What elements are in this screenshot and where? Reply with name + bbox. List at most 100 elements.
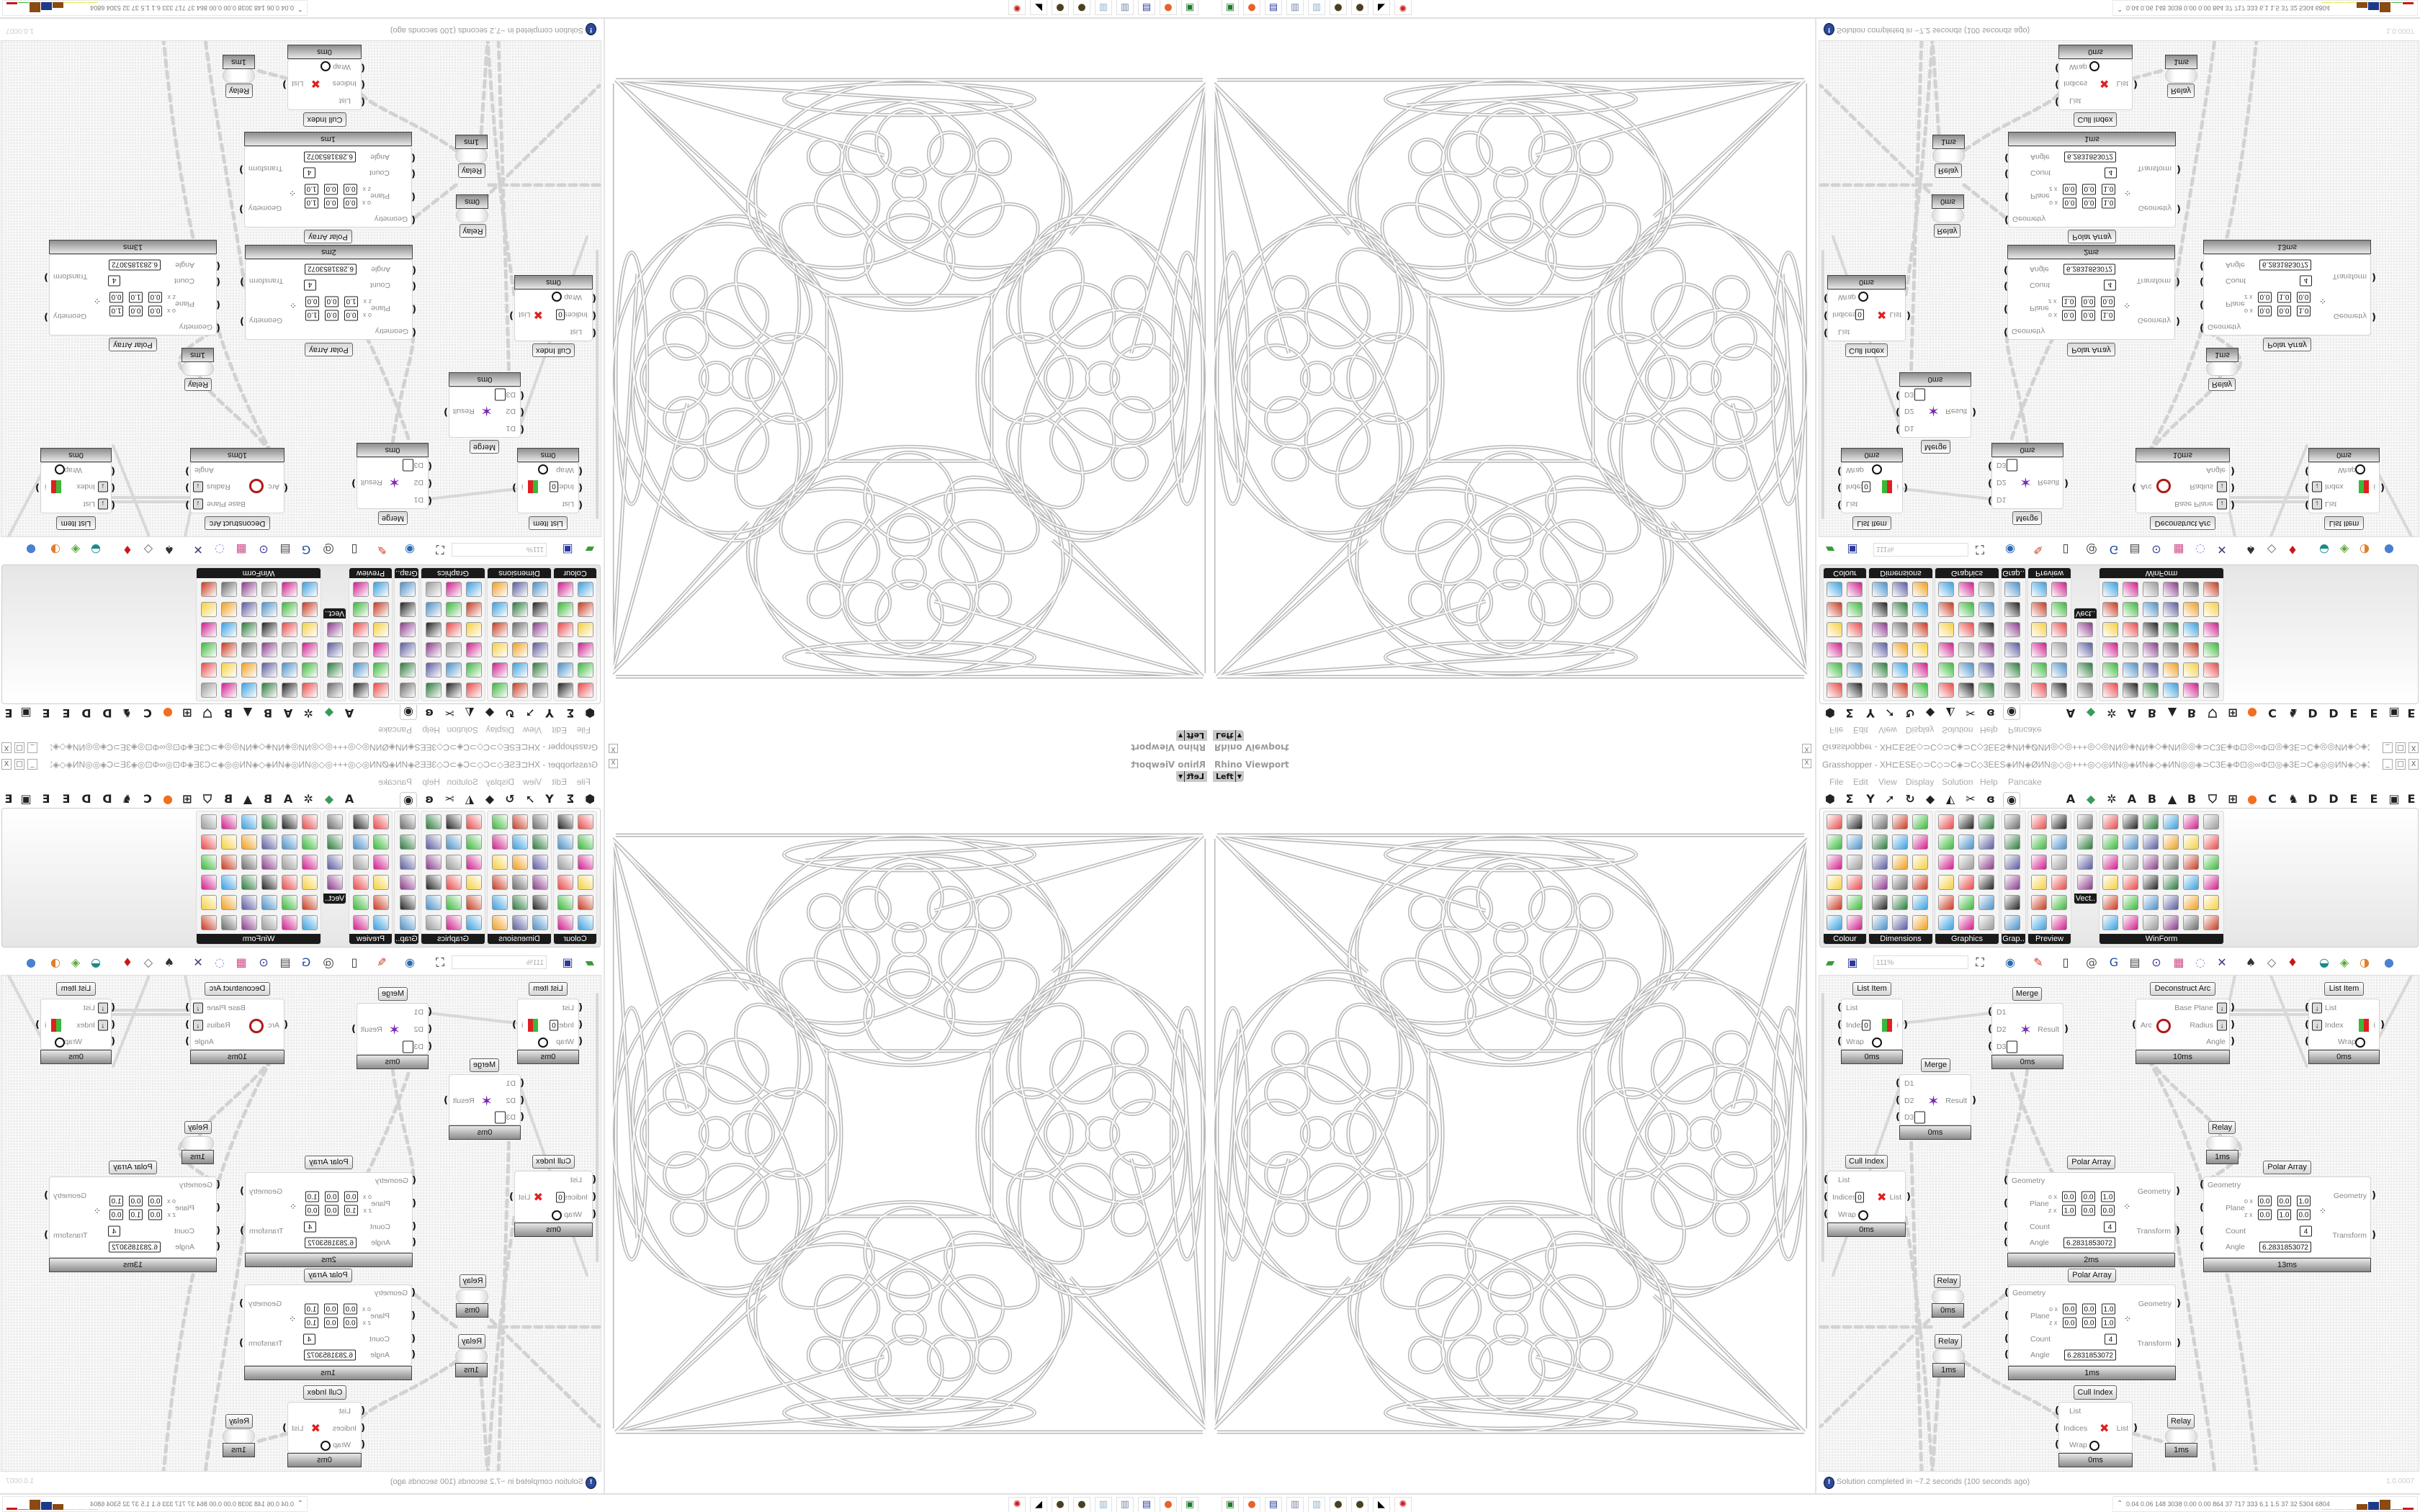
empty-param-box[interactable]: [403, 1040, 413, 1053]
lightbulb-icon[interactable]: ◌: [2195, 955, 2205, 969]
component-icon[interactable]: [2183, 622, 2199, 637]
component-icon[interactable]: [221, 642, 237, 657]
close-button[interactable]: X: [2408, 759, 2419, 770]
component-icon[interactable]: [2203, 915, 2219, 930]
component-icon[interactable]: [1958, 875, 1974, 890]
component-icon[interactable]: [201, 855, 217, 870]
component-icon[interactable]: [201, 895, 217, 910]
relay-title[interactable]: Relay: [1934, 1274, 1960, 1288]
component-icon[interactable]: [282, 834, 297, 850]
display-icon[interactable]: ◉: [400, 792, 417, 807]
component-icon[interactable]: [1938, 895, 1954, 910]
output-grip[interactable]: ): [2372, 311, 2376, 323]
component-icon[interactable]: [353, 683, 369, 698]
component-icon[interactable]: [302, 602, 318, 617]
angle-field[interactable]: 6.2831853072: [109, 1241, 161, 1253]
blue-sphere-icon[interactable]: ●: [2384, 955, 2394, 969]
component-icon[interactable]: [1892, 642, 1908, 657]
wires-icon[interactable]: ✕: [2217, 955, 2227, 969]
sphere-icon[interactable]: ◑: [2360, 955, 2370, 969]
notepad-icon[interactable]: ▥: [1116, 1497, 1134, 1512]
input-grip[interactable]: (: [411, 1333, 416, 1344]
component-icon[interactable]: [241, 855, 257, 870]
plane-o-coordinate-field[interactable]: 1.0: [2102, 197, 2115, 209]
zoom-level-field[interactable]: 111%: [1873, 543, 1968, 557]
component-icon[interactable]: [2143, 834, 2159, 850]
vector-icon[interactable]: ➚: [1885, 792, 1895, 806]
plane-o-coordinate-field[interactable]: 0.0: [344, 310, 358, 321]
input-grip[interactable]: (: [428, 477, 432, 489]
component-icon[interactable]: [400, 814, 416, 829]
count-field[interactable]: 4: [108, 275, 120, 287]
plane-o-coordinate-field[interactable]: 0.0: [2082, 197, 2096, 209]
component-icon[interactable]: [2123, 834, 2138, 850]
input-grip[interactable]: (: [1988, 460, 1992, 472]
input-grip[interactable]: (: [411, 214, 416, 225]
component-icon[interactable]: [221, 915, 237, 930]
component-icon[interactable]: [557, 683, 573, 698]
component-icon[interactable]: [2051, 834, 2067, 850]
intersect-icon[interactable]: ✂: [444, 792, 454, 806]
component-icon[interactable]: [578, 895, 593, 910]
component-icon[interactable]: [1847, 834, 1863, 850]
floppy-64-icon[interactable]: ▤: [1265, 1497, 1282, 1512]
param-down-icon[interactable]: ↓: [2217, 1002, 2227, 1014]
component-icon[interactable]: [1827, 602, 1842, 617]
input-grip[interactable]: (: [520, 423, 524, 435]
ribbon-group-label[interactable]: Graphics: [421, 934, 485, 944]
component-icon[interactable]: [512, 642, 528, 657]
component-icon[interactable]: [1912, 642, 1928, 657]
component-icon[interactable]: [353, 834, 369, 850]
rhino-icon[interactable]: ♠: [163, 955, 175, 969]
output-grip[interactable]: ): [2380, 1019, 2385, 1030]
frame-icon[interactable]: ▣: [20, 792, 32, 806]
polar-array-body[interactable]: (Geometry(Plane(Count(Angle) Geometry) Tra…: [44, 1176, 220, 1258]
relay-title[interactable]: Relay: [2208, 1121, 2236, 1134]
component-icon[interactable]: [221, 855, 237, 870]
component-icon[interactable]: [302, 622, 318, 637]
component-icon[interactable]: [241, 814, 257, 829]
input-grip[interactable]: (: [428, 460, 432, 472]
component-icon[interactable]: [2143, 642, 2159, 657]
notepad-icon[interactable]: ▥: [1308, 0, 1325, 15]
tab-b[interactable]: B: [263, 792, 273, 806]
list-item-title[interactable]: List Item: [56, 982, 96, 996]
relay-body[interactable]: [182, 361, 214, 376]
email-icon[interactable]: @: [2086, 543, 2097, 557]
param-down-icon[interactable]: ↓: [193, 498, 203, 510]
component-icon[interactable]: [2077, 642, 2093, 657]
component-icon[interactable]: [400, 915, 416, 930]
info-icon[interactable]: !: [586, 1477, 596, 1489]
component-icon[interactable]: [492, 875, 508, 890]
component-icon[interactable]: [2102, 622, 2118, 637]
output-grip[interactable]: ): [185, 1019, 189, 1030]
component-icon[interactable]: [512, 683, 528, 698]
component-icon[interactable]: [512, 895, 528, 910]
plane-z-coordinate-field[interactable]: 1.0: [2277, 292, 2291, 303]
component-icon[interactable]: [2183, 642, 2199, 657]
component-icon[interactable]: [532, 602, 548, 617]
component-icon[interactable]: [578, 855, 593, 870]
plane-z-coordinate-field[interactable]: 0.0: [325, 1205, 339, 1216]
component-icon[interactable]: [2051, 683, 2067, 698]
plane-o-coordinate-field[interactable]: 0.0: [2062, 1191, 2076, 1202]
globe-icon[interactable]: ●: [1073, 1497, 1090, 1512]
input-grip[interactable]: (: [578, 1035, 583, 1047]
param-down-icon[interactable]: ↓: [2217, 482, 2227, 492]
collapse-chevron-icon[interactable]: ⌃: [2117, 4, 2123, 12]
component-icon[interactable]: [2077, 622, 2093, 637]
input-grip[interactable]: (: [216, 1225, 220, 1236]
count-field[interactable]: 4: [303, 167, 315, 179]
component-icon[interactable]: [261, 875, 277, 890]
globe-icon[interactable]: ●: [1351, 1497, 1368, 1512]
component-icon[interactable]: [1958, 582, 1974, 597]
output-grip[interactable]: ): [185, 1002, 189, 1013]
param-down-icon[interactable]: ↓: [193, 1020, 203, 1030]
sketch-icon[interactable]: ✎: [377, 955, 387, 969]
sets-icon[interactable]: Y: [1866, 706, 1875, 720]
grasshopper-canvas[interactable]: List Item(List(Index(Wrap) i 0 0ms Merge(D1(…: [1819, 975, 2419, 1472]
tab-e[interactable]: E: [4, 706, 13, 720]
component-icon[interactable]: [2203, 662, 2219, 678]
component-icon[interactable]: [557, 602, 573, 617]
wolf-icon[interactable]: ◣: [1030, 0, 1047, 15]
